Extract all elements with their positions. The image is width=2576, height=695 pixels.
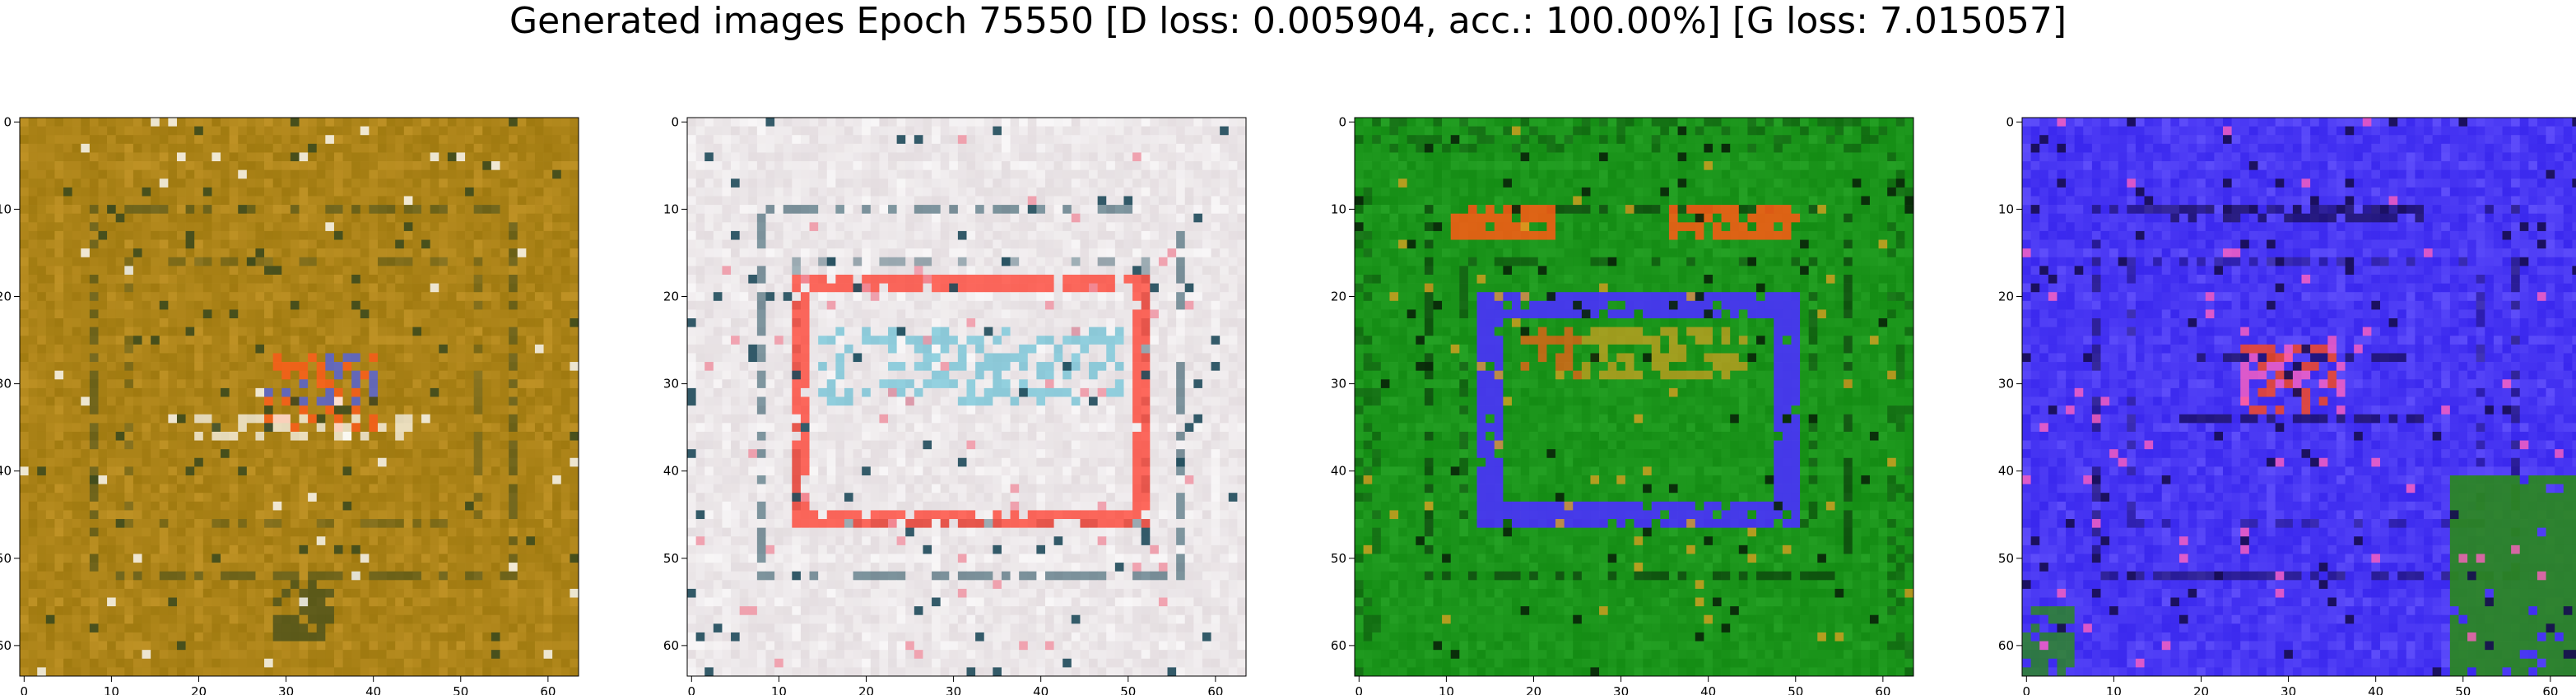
x-tick-label: 60 [540,684,556,695]
y-tick-label: 0 [3,114,12,129]
x-tick-label: 20 [2193,684,2209,695]
y-tick-label: 20 [1331,289,1346,303]
x-tick-label: 40 [1700,684,1716,695]
x-tick-label: 20 [858,684,874,695]
image-pixels [1355,118,1914,677]
x-tick-label: 60 [1207,684,1223,695]
image-pixels [687,118,1247,677]
x-tick-label: 50 [1120,684,1136,695]
image-panel-1-svg: 0 10 20 30 40 50 60 0 10 20 30 40 50 60 [0,114,579,695]
y-tick-label: 10 [1998,202,2014,216]
image-panel-4-svg: 0 10 20 30 40 50 60 0 10 20 30 40 50 60 [1998,114,2576,695]
x-tick-label: 20 [1526,684,1541,695]
y-tick-label: 40 [663,464,679,479]
image-pixels [2022,118,2576,677]
image-panel-3: 0 10 20 30 40 50 60 0 10 20 30 40 50 60 [1331,114,1914,695]
y-tick-label: 60 [663,638,679,653]
y-tick-label: 0 [1338,114,1346,129]
y-tick-label: 20 [1998,289,2014,303]
x-tick-label: 50 [2455,684,2471,695]
x-tick-label: 60 [1875,684,1890,695]
image-panel-2: 0 10 20 30 40 50 60 0 10 20 30 40 50 60 [663,114,1247,695]
y-tick-label: 50 [663,551,679,566]
x-tick-label: 40 [2368,684,2383,695]
x-tick-label: 30 [2281,684,2296,695]
y-tick-label: 60 [1331,638,1346,653]
y-tick-label: 50 [1998,551,2014,566]
x-tick-label: 0 [1355,684,1364,695]
x-tick-label: 10 [2106,684,2122,695]
axes-frame [686,117,1247,677]
x-tick-label: 50 [453,684,468,695]
x-tick-label: 40 [365,684,381,695]
y-tick-label: 60 [0,638,12,653]
y-tick-label: 10 [663,202,679,216]
image-panel-1: 0 10 20 30 40 50 60 0 10 20 30 40 50 60 [0,114,579,695]
x-tick-label: 60 [2542,684,2558,695]
y-tick-label: 20 [663,289,679,303]
x-tick-label: 40 [1033,684,1049,695]
y-tick-label: 30 [1998,377,2014,392]
y-tick-label: 10 [0,202,12,216]
figure-title: Generated images Epoch 75550 [D loss: 0.… [509,0,2067,42]
image-panel-4: 0 10 20 30 40 50 60 0 10 20 30 40 50 60 [1998,114,2576,695]
y-tick-label: 0 [671,114,679,129]
y-tick-label: 50 [1331,551,1346,566]
y-tick-label: 40 [1331,464,1346,479]
x-tick-label: 0 [2023,684,2031,695]
image-pixels [20,118,579,677]
x-tick-label: 0 [21,684,29,695]
x-tick-label: 10 [771,684,787,695]
y-tick-label: 0 [2006,114,2014,129]
x-tick-label: 30 [946,684,961,695]
y-tick-label: 60 [1998,638,2014,653]
x-tick-label: 10 [104,684,119,695]
axes-frame [19,117,579,677]
y-tick-label: 30 [0,377,12,392]
y-tick-label: 50 [0,551,12,566]
y-tick-label: 30 [663,377,679,392]
image-panel-3-svg: 0 10 20 30 40 50 60 0 10 20 30 40 50 60 [1331,114,1914,695]
x-tick-label: 50 [1788,684,1803,695]
axes-frame [1354,117,1914,677]
x-tick-label: 10 [1439,684,1454,695]
x-tick-label: 20 [191,684,207,695]
image-panel-2-svg: 0 10 20 30 40 50 60 0 10 20 30 40 50 60 [663,114,1247,695]
y-tick-label: 40 [1998,464,2014,479]
y-tick-label: 20 [0,289,12,303]
axes-frame [2021,117,2576,677]
y-tick-label: 30 [1331,377,1346,392]
x-tick-label: 0 [688,684,696,695]
x-tick-label: 30 [1613,684,1629,695]
y-tick-label: 40 [0,464,12,479]
x-tick-label: 30 [278,684,294,695]
y-tick-label: 10 [1331,202,1346,216]
